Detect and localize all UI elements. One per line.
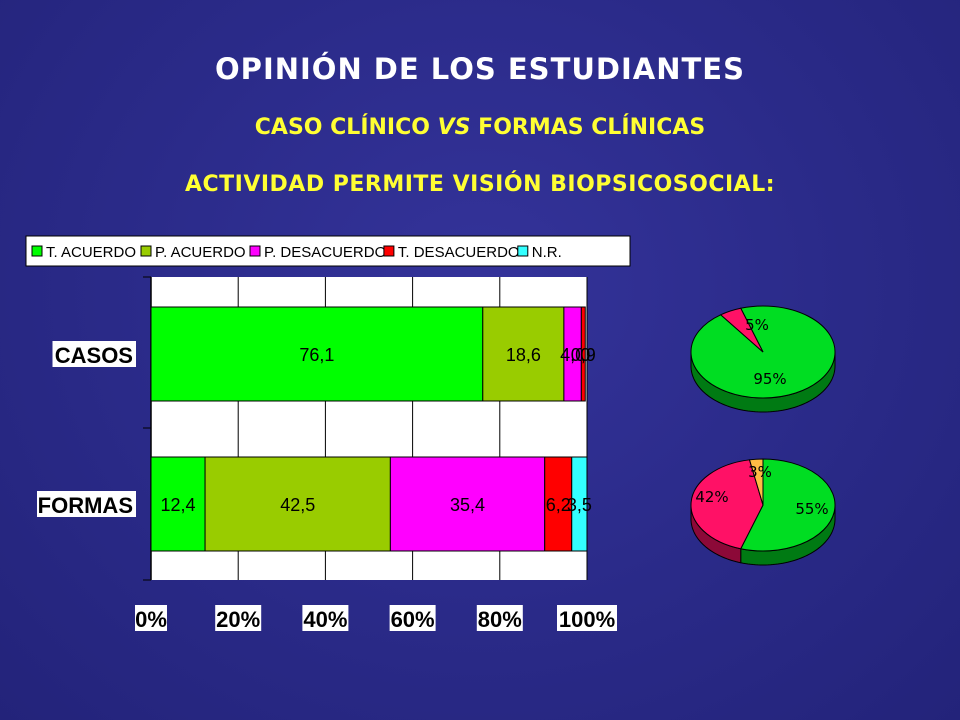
legend-box: [25, 235, 631, 267]
data-label-formas-3: 6,2: [546, 495, 571, 515]
legend-swatch-4: [517, 245, 529, 257]
category-label-formas: FORMAS: [38, 493, 133, 518]
subtitle-part-b: FORMAS CLÍNICAS: [470, 115, 706, 140]
pie-formas-slice-0: [740, 458, 836, 552]
x-tick-label-5: 100%: [559, 607, 615, 632]
category-label-box-0: [52, 341, 136, 367]
category-label-box-1: [37, 491, 136, 517]
pie-casos-label-1: 5%: [745, 316, 769, 334]
legend-swatch-1: [140, 245, 152, 257]
data-label-casos-0: 76,1: [299, 345, 334, 365]
x-tick-box-0: [135, 605, 167, 631]
pie-formas-slice-2: [748, 458, 764, 506]
pie-formas-label-2: 3%: [748, 463, 772, 481]
x-tick-label-1: 20%: [216, 607, 260, 632]
pie-formas-label-0: 55%: [795, 500, 828, 518]
bar-formas-3: [544, 456, 573, 552]
pie-casos-label-0: 95%: [753, 370, 786, 388]
data-label-casos-4: 0: [580, 345, 590, 365]
legend-label-0: T. ACUERDO: [46, 244, 136, 261]
bar-formas-0: [150, 456, 206, 552]
data-label-casos-2: 4,0: [560, 345, 585, 365]
data-label-formas-0: 12,4: [161, 495, 196, 515]
legend-label-2: P. DESACUERDO: [264, 244, 386, 261]
bar-formas-1: [204, 456, 391, 552]
x-tick-label-3: 60%: [391, 607, 435, 632]
slide-subtitle: CASO CLÍNICO VS FORMAS CLÍNICAS: [0, 115, 960, 140]
pie-formas-label-1: 42%: [695, 488, 728, 506]
question-heading: ACTIVIDAD PERMITE VISIÓN BIOPSICOSOCIAL:: [184, 172, 776, 197]
bar-formas-2: [389, 456, 546, 552]
legend-swatch-0: [31, 245, 43, 257]
category-label-casos: CASOS: [55, 343, 133, 368]
data-label-formas-1: 42,5: [280, 495, 315, 515]
x-tick-label-0: 0%: [135, 607, 167, 632]
x-tick-label-2: 40%: [303, 607, 347, 632]
data-label-casos-1: 18,6: [506, 345, 541, 365]
pie-casos-slice-1: [719, 307, 764, 353]
data-label-casos-3: 0,9: [571, 345, 596, 365]
slide-title: OPINIÓN DE LOS ESTUDIANTES: [215, 52, 745, 86]
x-tick-box-3: [389, 605, 436, 631]
bar-casos-3: [580, 306, 586, 402]
legend-label-4: N.R.: [532, 244, 562, 261]
x-tick-box-4: [476, 605, 523, 631]
legend-label-3: T. DESACUERDO: [398, 244, 520, 261]
subtitle-part-a: CASO CLÍNICO: [254, 115, 438, 140]
bar-formas-4: [571, 456, 588, 552]
legend-swatch-2: [249, 245, 261, 257]
x-tick-box-5: [557, 605, 617, 631]
legend-label-1: P. ACUERDO: [155, 244, 246, 261]
bar-casos-1: [482, 306, 565, 402]
subtitle-vs: VS: [437, 115, 471, 140]
x-tick-box-1: [215, 605, 262, 631]
data-label-formas-2: 35,4: [450, 495, 485, 515]
bar-casos-0: [150, 306, 484, 402]
legend-swatch-3: [383, 245, 395, 257]
pie-formas-slice-1: [690, 459, 764, 550]
x-tick-label-4: 80%: [478, 607, 522, 632]
data-label-formas-4: 3,5: [567, 495, 592, 515]
x-tick-box-2: [302, 605, 349, 631]
